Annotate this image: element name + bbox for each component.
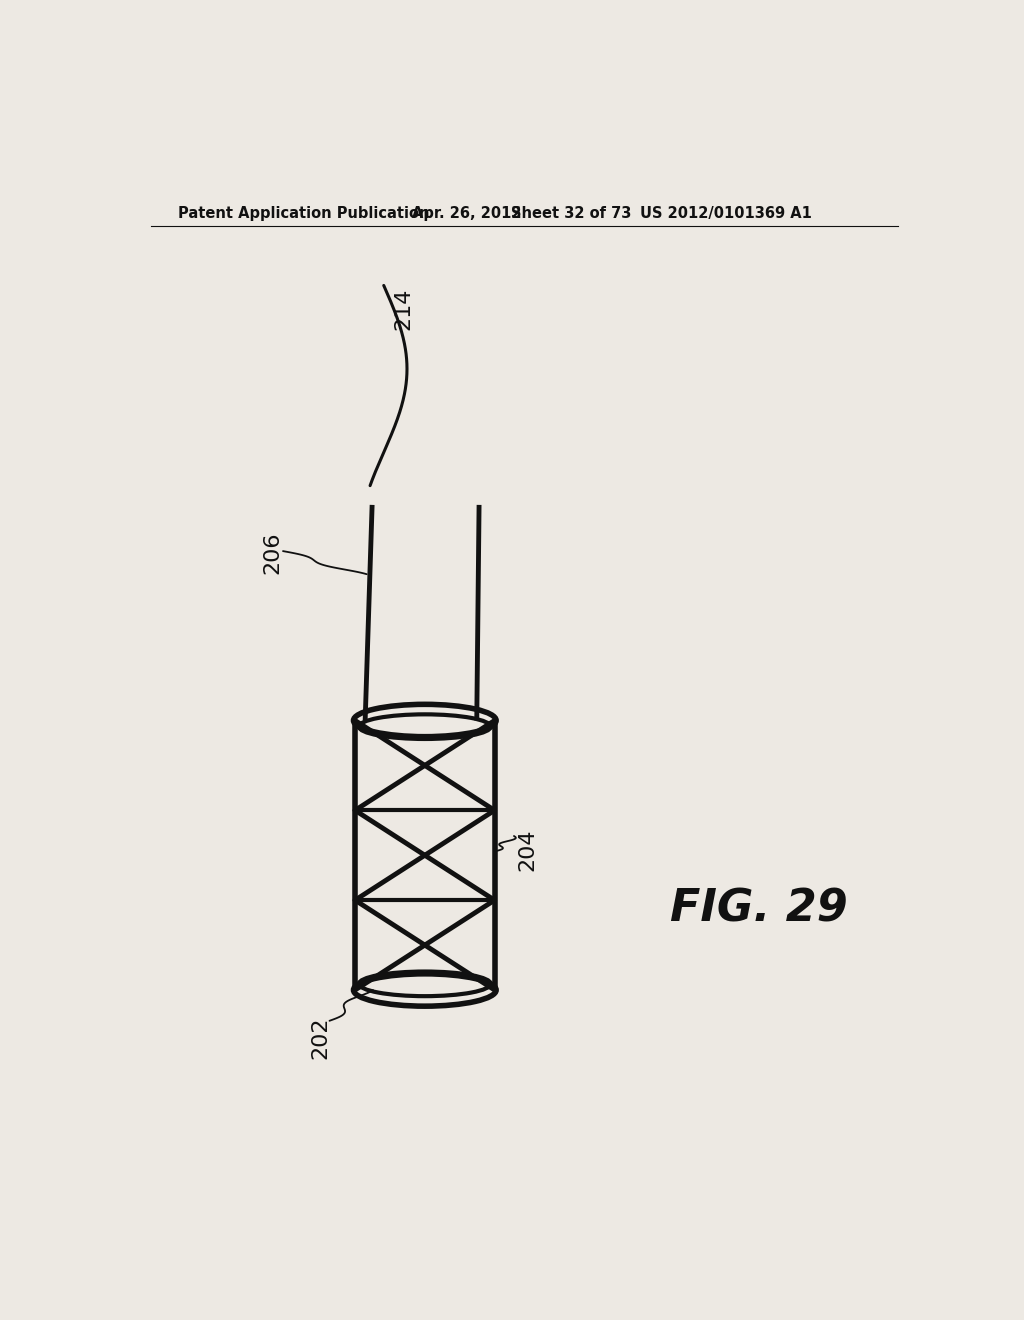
Text: FIG. 29: FIG. 29: [671, 887, 848, 931]
Text: 204: 204: [517, 829, 537, 871]
Text: Sheet 32 of 73: Sheet 32 of 73: [511, 206, 631, 222]
Text: US 2012/0101369 A1: US 2012/0101369 A1: [640, 206, 811, 222]
Text: 214: 214: [393, 288, 413, 330]
Text: 202: 202: [310, 1016, 330, 1060]
Text: Patent Application Publication: Patent Application Publication: [178, 206, 430, 222]
Text: Apr. 26, 2012: Apr. 26, 2012: [413, 206, 522, 222]
Text: 206: 206: [262, 532, 282, 574]
